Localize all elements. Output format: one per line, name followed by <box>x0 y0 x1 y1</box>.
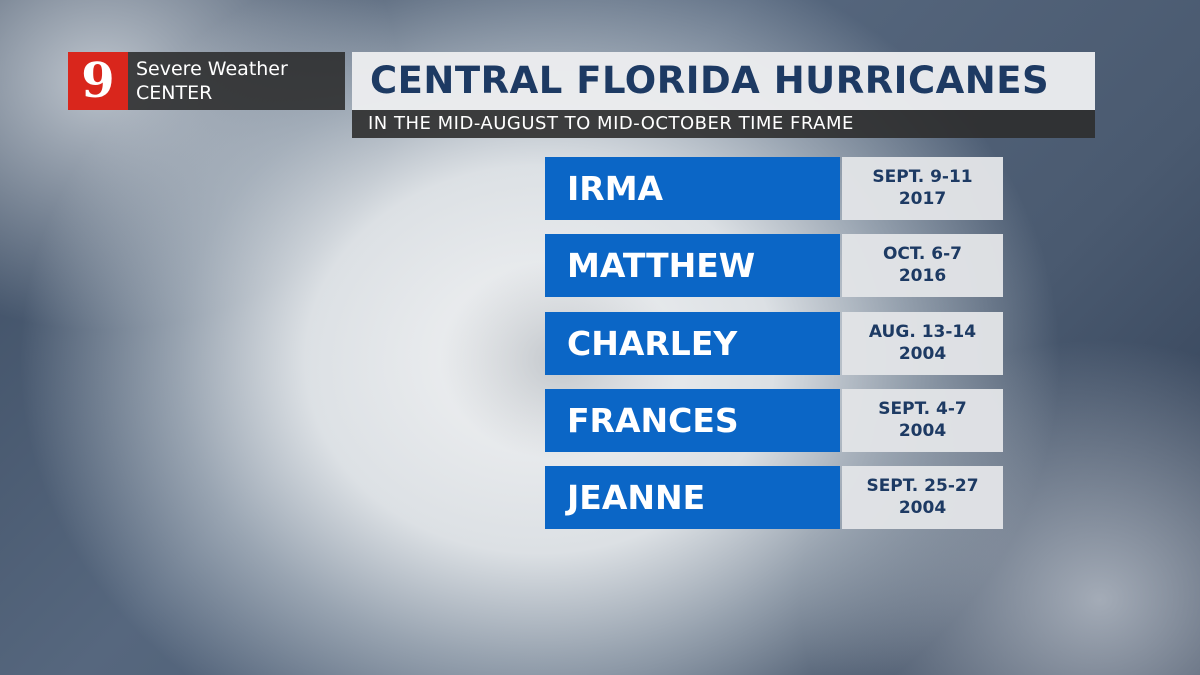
hurricane-name: IRMA <box>545 157 840 220</box>
hurricane-name: MATTHEW <box>545 234 840 298</box>
date-year: 2004 <box>898 343 947 364</box>
logo-text: CENTER <box>136 82 213 104</box>
hurricane-date: SEPT. 4-7 2004 <box>842 388 1003 452</box>
date-range: OCT. 6-7 <box>882 244 963 265</box>
title: CENTRAL FLORIDA HURRICANES <box>352 52 1095 110</box>
date-range: SEPT. 9-11 <box>872 167 973 187</box>
hurricane-name: CHARLEY <box>545 311 840 375</box>
hurricane-name: FRANCES <box>545 388 840 452</box>
date-range: SEPT. 25-27 <box>866 476 979 497</box>
date-year: 2004 <box>898 420 947 441</box>
hurricane-date: OCT. 6-7 2016 <box>842 234 1003 298</box>
station-logo: 9 Severe Weather CENTER <box>68 52 345 110</box>
hurricane-date: SEPT. 9-11 2017 <box>842 157 1003 220</box>
date-range: AUG. 13-14 <box>868 321 977 342</box>
hurricane-date: AUG. 13-14 2004 <box>842 311 1003 375</box>
date-year: 2004 <box>898 498 947 519</box>
logo-text: Severe Weather <box>136 58 288 80</box>
date-range: SEPT. 4-7 <box>878 398 967 419</box>
hurricane-name: JEANNE <box>545 466 840 530</box>
date-year: 2017 <box>898 189 947 209</box>
subtitle: IN THE MID-AUGUST TO MID-OCTOBER TIME FR… <box>352 110 1095 138</box>
hurricane-date: SEPT. 25-27 2004 <box>842 466 1003 530</box>
date-year: 2016 <box>898 266 947 287</box>
logo-number: 9 <box>68 52 128 110</box>
